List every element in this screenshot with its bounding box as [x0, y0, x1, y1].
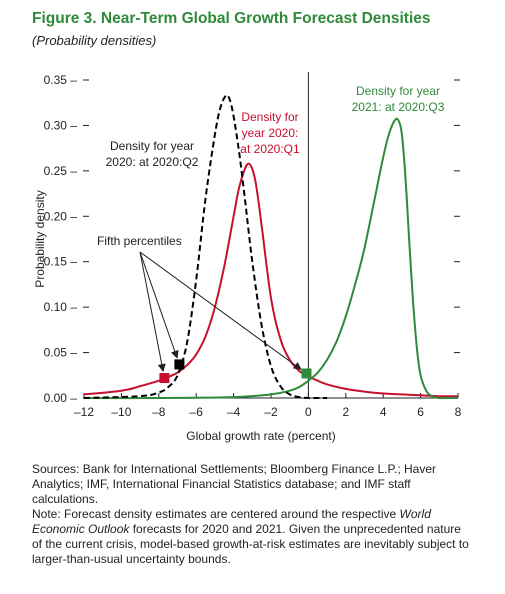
- y-tick-label: 0.00 –: [44, 391, 78, 405]
- y-tick-label: 0.35 –: [44, 73, 78, 87]
- x-tick-label: 0: [305, 405, 312, 419]
- x-tick-label: –4: [227, 405, 241, 419]
- figure-subtitle: (Probability densities): [32, 33, 157, 48]
- label-2020-q2-line: 2020: at 2020:Q2: [106, 155, 199, 169]
- y-tick-label: 0.05 –: [44, 346, 78, 360]
- density-2021-q3-curve: [83, 117, 459, 400]
- y-tick-label: 0.10 –: [44, 300, 78, 314]
- label-2020-q1-line: Density for: [241, 110, 298, 124]
- x-tick-label: –2: [264, 405, 278, 419]
- figure-title: Figure 3. Near-Term Global Growth Foreca…: [32, 10, 431, 27]
- fifth-percentile-arrow: [139, 251, 166, 373]
- chart-annotations: Density for year 2020: at 2020:Q2 Density …: [97, 84, 445, 383]
- x-tick-label: 6: [417, 405, 424, 419]
- note-italic: World Economic Outlook: [32, 507, 431, 536]
- density-chart: 0.00 – 0.05 – 0.10 – 0.15 – 0.20 – 0.25 – 0.30…: [33, 72, 462, 443]
- note-prefix: Note: Forecast density estimates are cen…: [32, 507, 400, 521]
- x-tick-label: –6: [190, 405, 204, 419]
- label-2020-q2-line: Density for year: [110, 139, 194, 153]
- chart-axes: 0.00 – 0.05 – 0.10 – 0.15 – 0.20 – 0.25 – 0.30…: [33, 72, 462, 443]
- label-2020-q1-line: year 2020:: [242, 126, 299, 140]
- chart-notes: Sources: Bank for International Settleme…: [32, 462, 472, 567]
- label-2020-q1-line: at 2020:Q1: [240, 142, 300, 156]
- x-tick-label: 8: [455, 405, 462, 419]
- y-tick-label: 0.25 –: [44, 164, 78, 178]
- y-axis-label: Probability density: [33, 190, 47, 287]
- note-text: Note: Forecast density estimates are cen…: [32, 507, 472, 567]
- sources-text: Sources: Bank for International Settleme…: [32, 462, 436, 506]
- y-tick-label: 0.30 –: [44, 118, 78, 132]
- density-curves: [83, 94, 459, 400]
- x-tick-label: –12: [74, 405, 94, 419]
- y-tick-label: 0.15 –: [44, 255, 78, 269]
- x-tick-label: –10: [111, 405, 131, 419]
- note-suffix: forecasts for 2020 and 2021. Given the u…: [32, 522, 469, 566]
- x-axis-label: Global growth rate (percent): [186, 429, 335, 443]
- label-2021-q3-line: Density for year: [356, 84, 440, 98]
- x-tick-label: –8: [152, 405, 166, 419]
- fifth-percentile-marker: [174, 359, 185, 370]
- y-tick-label: 0.20 –: [44, 209, 78, 223]
- density-2020-q1-curve: [83, 162, 459, 398]
- x-tick-label: 2: [342, 405, 349, 419]
- label-2021-q3-line: 2021: at 2020:Q3: [352, 100, 445, 114]
- fifth-percentile-marker: [301, 368, 312, 379]
- fifth-percentile-arrow: [139, 251, 302, 370]
- fifth-percentile-marker: [159, 373, 170, 383]
- x-tick-label: 4: [380, 405, 387, 419]
- density-2020-q2-curve: [83, 94, 328, 400]
- fifth-percentiles-label: Fifth percentiles: [97, 234, 182, 248]
- fifth-percentile-arrow: [139, 251, 179, 359]
